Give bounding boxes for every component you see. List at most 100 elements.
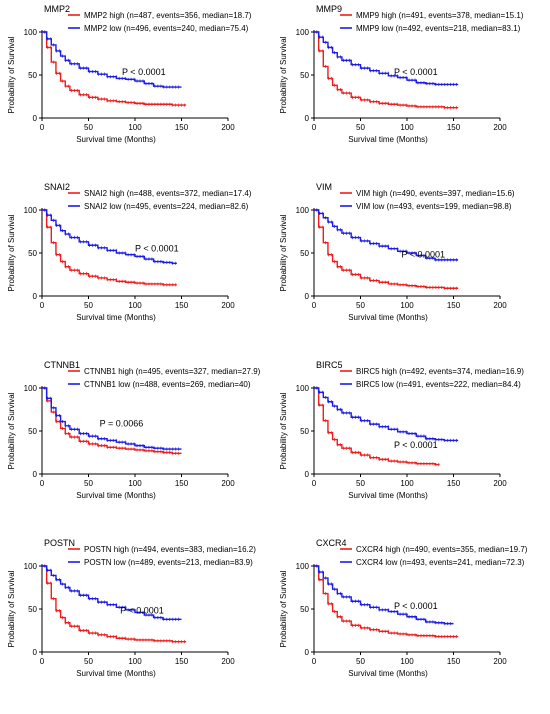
x-tick-label: 100 (128, 657, 142, 666)
x-tick-label: 50 (84, 301, 93, 310)
x-tick-label: 0 (312, 479, 317, 488)
km-panel-postn: POSTN 0 50 100 150 200 0 50 100 Survival time (Mo… (0, 534, 275, 712)
y-tick-label: 50 (28, 249, 37, 258)
legend-label: VIM low (n=493, events=199, median=98.8) (356, 202, 512, 211)
y-tick-label: 100 (24, 28, 38, 37)
chart-title: VIM (316, 182, 332, 192)
x-tick-label: 200 (221, 479, 235, 488)
x-axis-label: Survival time (Months) (348, 135, 428, 144)
y-axis-label: Probability of Survival (279, 570, 288, 647)
y-tick-label: 50 (28, 71, 37, 80)
km-panel-snai2: SNAI2 0 50 100 150 200 0 50 100 Survival time (Mo… (0, 178, 275, 356)
x-tick-label: 200 (493, 479, 507, 488)
x-tick-label: 150 (447, 479, 461, 488)
y-tick-label: 100 (296, 28, 310, 37)
x-axis-label: Survival time (Months) (348, 313, 428, 322)
legend-label: BIRC5 low (n=491, events=222, median=84.… (356, 380, 521, 389)
km-panel-birc5: BIRC5 0 50 100 150 200 0 50 100 Survival time (Mo… (272, 356, 547, 534)
legend-label: MMP9 low (n=492, events=218, median=83.1… (356, 24, 521, 33)
chart-title: MMP9 (316, 4, 342, 14)
km-curve-low (314, 209, 459, 261)
x-axis-label: Survival time (Months) (348, 669, 428, 678)
x-tick-label: 100 (400, 657, 414, 666)
legend-label: CXCR4 low (n=493, events=241, median=72.… (356, 558, 525, 567)
chart-title: MMP2 (44, 4, 70, 14)
y-tick-label: 0 (33, 470, 38, 479)
x-axis-label: Survival time (Months) (76, 491, 156, 500)
p-value-label: P < 0.0001 (120, 605, 164, 615)
y-axis-label: Probability of Survival (7, 214, 16, 291)
legend-label: POSTN low (n=489, events=213, median=83.… (84, 558, 253, 567)
x-tick-label: 0 (40, 479, 45, 488)
y-tick-label: 100 (296, 206, 310, 215)
y-axis-label: Probability of Survival (7, 392, 16, 469)
legend-label: VIM high (n=490, events=397, median=15.6… (356, 189, 515, 198)
chart-svg: CTNNB1 0 50 100 150 200 0 50 100 Survival time (M… (7, 360, 261, 500)
x-tick-label: 200 (221, 657, 235, 666)
p-value-label: P < 0.0001 (135, 243, 179, 253)
x-tick-label: 50 (84, 479, 93, 488)
x-tick-label: 100 (128, 123, 142, 132)
legend-label: CXCR4 high (n=490, events=355, median=19… (356, 545, 528, 554)
x-tick-label: 100 (400, 123, 414, 132)
km-curve-high (314, 565, 459, 638)
chart-title: CXCR4 (316, 538, 347, 548)
y-axis-label: Probability of Survival (279, 36, 288, 113)
km-panel-ctnnb1: CTNNB1 0 50 100 150 200 0 50 100 Survival time (M… (0, 356, 275, 534)
x-tick-label: 100 (400, 301, 414, 310)
x-tick-label: 0 (40, 301, 45, 310)
legend-label: POSTN high (n=494, events=383, median=16… (84, 545, 256, 554)
chart-svg: POSTN 0 50 100 150 200 0 50 100 Survival time (Mo… (7, 538, 256, 678)
x-tick-label: 50 (356, 123, 365, 132)
km-curve-low (42, 209, 177, 265)
x-tick-label: 150 (447, 301, 461, 310)
x-tick-label: 200 (493, 123, 507, 132)
chart-svg: MMP9 0 50 100 150 200 0 50 100 Survival time (Mon… (279, 4, 524, 144)
p-value-label: P < 0.0001 (394, 601, 438, 611)
km-curve-high (42, 565, 187, 643)
legend-label: MMP2 low (n=496, events=240, median=75.4… (84, 24, 249, 33)
km-curve-high (314, 387, 440, 466)
y-tick-label: 100 (296, 562, 310, 571)
chart-svg: BIRC5 0 50 100 150 200 0 50 100 Survival time (Mo… (279, 360, 524, 500)
chart-svg: VIM 0 50 100 150 200 0 50 100 Survival time (Mont… (279, 182, 515, 322)
chart-title: SNAI2 (44, 182, 70, 192)
x-axis-label: Survival time (Months) (348, 491, 428, 500)
legend-label: SNAI2 high (n=488, events=372, median=17… (84, 189, 252, 198)
y-tick-label: 50 (300, 427, 309, 436)
x-tick-label: 50 (84, 657, 93, 666)
legend-label: MMP9 high (n=491, events=378, median=15.… (356, 11, 524, 20)
km-panel-vim: VIM 0 50 100 150 200 0 50 100 Survival time (Mont… (272, 178, 547, 356)
y-tick-label: 0 (33, 292, 38, 301)
legend-label: MMP2 high (n=487, events=356, median=18.… (84, 11, 252, 20)
p-value-label: P < 0.0001 (394, 67, 438, 77)
y-tick-label: 0 (305, 648, 310, 657)
km-panel-mmp9: MMP9 0 50 100 150 200 0 50 100 Survival time (Mon… (272, 0, 547, 178)
x-tick-label: 200 (221, 123, 235, 132)
x-tick-label: 100 (128, 479, 142, 488)
x-tick-label: 100 (128, 301, 142, 310)
legend-label: SNAI2 low (n=495, events=224, median=82.… (84, 202, 249, 211)
chart-svg: MMP2 0 50 100 150 200 0 50 100 Survival time (Mon… (7, 4, 252, 144)
km-curve-low (314, 387, 459, 442)
p-value-label: P < 0.0001 (122, 67, 166, 77)
x-tick-label: 200 (493, 657, 507, 666)
km-curve-low (42, 565, 182, 621)
y-tick-label: 50 (300, 605, 309, 614)
km-curve-low (42, 387, 182, 450)
km-curve-high (42, 387, 182, 455)
km-curve-high (42, 209, 177, 286)
y-tick-label: 100 (24, 562, 38, 571)
km-curve-low (42, 31, 182, 88)
x-tick-label: 150 (447, 123, 461, 132)
y-tick-label: 50 (28, 427, 37, 436)
km-curve-high (314, 31, 459, 109)
legend-label: CTNNB1 low (n=488, events=269, median=40… (84, 380, 251, 389)
km-panel-mmp2: MMP2 0 50 100 150 200 0 50 100 Survival time (Mon… (0, 0, 275, 178)
x-tick-label: 50 (84, 123, 93, 132)
chart-title: BIRC5 (316, 360, 343, 370)
y-tick-label: 0 (33, 648, 38, 657)
x-tick-label: 0 (312, 657, 317, 666)
x-tick-label: 50 (356, 301, 365, 310)
